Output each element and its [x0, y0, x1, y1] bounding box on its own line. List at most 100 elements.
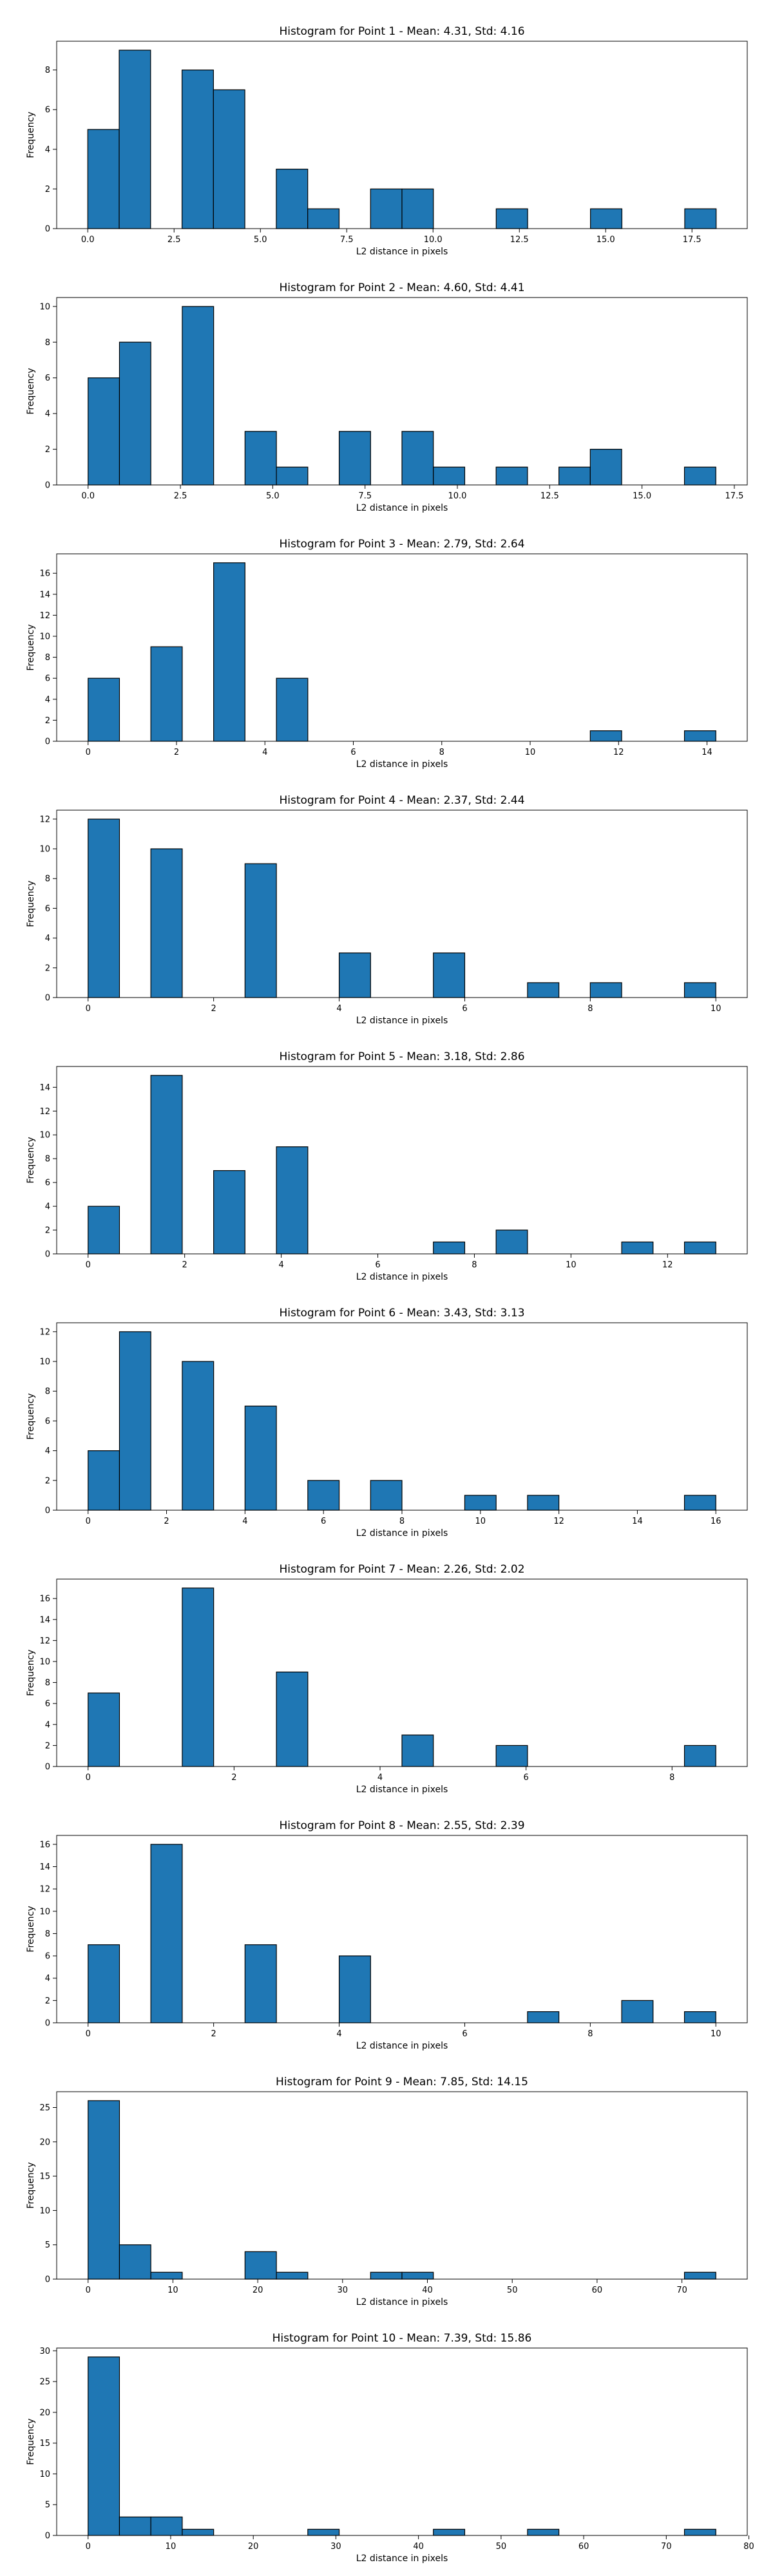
y-axis-label: Frequency — [26, 880, 36, 927]
histogram-panel: Histogram for Point 10 - Mean: 7.39, Std… — [26, 2332, 754, 2564]
histogram-bar — [683, 1495, 716, 1511]
x-tick-label: 2 — [211, 2029, 216, 2039]
histogram-bar — [683, 730, 716, 742]
x-tick-label: 12.5 — [540, 491, 559, 501]
y-axis-label: Frequency — [26, 1649, 36, 1696]
x-tick-label: 12.5 — [510, 235, 529, 245]
chart-title: Histogram for Point 5 - Mean: 3.18, Std:… — [279, 1050, 524, 1063]
x-tick-label: 8 — [587, 2029, 593, 2039]
histogram-bar — [527, 2528, 560, 2536]
x-tick-label: 17.5 — [683, 235, 701, 245]
x-tick-label: 6 — [462, 1004, 467, 1014]
histogram-bar — [590, 208, 623, 229]
histogram-bar — [244, 2251, 277, 2280]
histogram-bar — [244, 863, 277, 998]
histogram-bar — [213, 1170, 245, 1255]
histogram-bar — [88, 819, 120, 998]
y-tick-label: 2 — [45, 963, 50, 973]
x-tick-label: 8 — [669, 1773, 674, 1783]
histogram-bar — [683, 2528, 716, 2536]
x-tick-label: 4 — [377, 1773, 383, 1783]
y-tick-label: 12 — [39, 815, 50, 824]
x-axis-label: L2 distance in pixels — [356, 247, 448, 257]
axes-frame — [56, 1835, 748, 2023]
histogram-bar — [338, 952, 371, 998]
histogram-bar — [401, 2271, 434, 2280]
y-tick-label: 4 — [45, 1974, 50, 1984]
histogram-bar — [401, 1734, 434, 1767]
histogram-bar — [401, 188, 434, 229]
x-tick-label: 2.5 — [167, 235, 181, 245]
y-tick-label: 6 — [45, 1179, 50, 1188]
x-tick-label: 17.5 — [725, 491, 743, 501]
chart-title: Histogram for Point 8 - Mean: 2.55, Std:… — [279, 1819, 524, 1832]
histogram-panel: Histogram for Point 9 - Mean: 7.85, Std:… — [26, 2076, 748, 2307]
y-axis-label: Frequency — [26, 2418, 36, 2465]
histogram-bar — [244, 1944, 277, 2023]
y-tick-label: 2 — [45, 185, 50, 194]
x-axis-label: L2 distance in pixels — [356, 2553, 448, 2564]
chart-title: Histogram for Point 1 - Mean: 4.31, Std:… — [279, 25, 524, 38]
x-tick-label: 14 — [701, 748, 712, 757]
x-tick-label: 0 — [86, 1517, 91, 1526]
histogram-bar — [88, 1692, 120, 1767]
axes-frame — [56, 1578, 748, 1767]
y-tick-label: 0 — [45, 994, 50, 1003]
histogram-bar — [276, 1671, 309, 1767]
x-axis-label: L2 distance in pixels — [356, 759, 448, 770]
y-tick-label: 4 — [45, 934, 50, 943]
y-tick-label: 0 — [45, 2019, 50, 2029]
y-tick-label: 16 — [39, 569, 50, 579]
histogram-bar — [589, 448, 622, 486]
x-tick-label: 12 — [613, 748, 624, 757]
y-tick-label: 14 — [39, 1862, 50, 1872]
x-tick-label: 0 — [86, 1004, 91, 1014]
histogram-bar — [683, 2011, 716, 2023]
histogram-bar — [119, 2516, 151, 2536]
y-tick-label: 0 — [45, 737, 50, 747]
x-tick-label: 15.0 — [633, 491, 651, 501]
x-tick-label: 10 — [167, 2286, 178, 2295]
histogram-bar — [119, 2244, 151, 2280]
histogram-bar — [150, 1844, 183, 2023]
x-tick-label: 15.0 — [596, 235, 615, 245]
y-tick-label: 0 — [45, 1763, 50, 1772]
axes-frame — [56, 810, 748, 998]
x-tick-label: 4 — [242, 1517, 247, 1526]
x-tick-label: 8 — [587, 1004, 593, 1014]
axes-frame — [56, 553, 748, 742]
histogram-panel: Histogram for Point 7 - Mean: 2.26, Std:… — [26, 1563, 748, 1795]
y-tick-label: 14 — [39, 1083, 50, 1093]
x-tick-label: 4 — [262, 748, 267, 757]
histogram-bar — [495, 1745, 528, 1767]
x-tick-label: 10 — [711, 1004, 721, 1014]
histogram-bar — [87, 129, 120, 229]
histogram-bar — [433, 466, 466, 486]
y-tick-label: 4 — [45, 145, 50, 155]
x-tick-label: 0 — [86, 1260, 91, 1270]
y-tick-label: 6 — [45, 1417, 50, 1426]
x-tick-label: 2 — [174, 748, 179, 757]
histogram-bar — [119, 1331, 151, 1511]
x-tick-label: 10 — [475, 1517, 486, 1526]
x-tick-label: 30 — [330, 2542, 341, 2552]
histogram-bar — [683, 1241, 716, 1255]
x-tick-label: 0 — [86, 748, 91, 757]
x-tick-label: 40 — [422, 2286, 433, 2295]
y-tick-label: 15 — [39, 2172, 50, 2182]
y-tick-label: 2 — [45, 1996, 50, 2006]
y-tick-label: 2 — [45, 445, 50, 455]
histogram-bar — [88, 377, 120, 486]
y-tick-label: 8 — [45, 1929, 50, 1939]
x-tick-label: 2 — [182, 1260, 187, 1270]
x-axis-label: L2 distance in pixels — [356, 503, 448, 513]
x-axis-label: L2 distance in pixels — [356, 2041, 448, 2051]
histogram-bar — [370, 2271, 403, 2280]
x-tick-label: 2 — [211, 1004, 216, 1014]
y-tick-label: 16 — [39, 1595, 50, 1604]
x-tick-label: 12 — [553, 1517, 564, 1526]
histogram-bar — [684, 208, 717, 229]
y-tick-label: 14 — [39, 590, 50, 600]
y-tick-label: 2 — [45, 1476, 50, 1486]
y-tick-label: 25 — [39, 2378, 50, 2387]
